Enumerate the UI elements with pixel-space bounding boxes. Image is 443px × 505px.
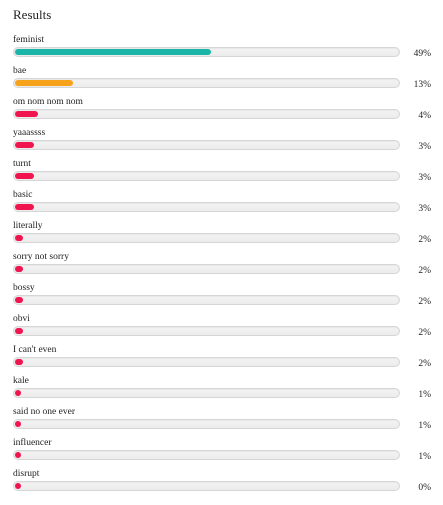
result-label: kale [13, 376, 29, 386]
result-row: kale 1% [13, 375, 433, 406]
result-label: obvi [13, 314, 30, 324]
result-percent: 2% [418, 328, 431, 338]
result-bar-track [13, 171, 400, 181]
result-label: influencer [13, 438, 52, 448]
result-label: yaaassss [13, 128, 46, 138]
result-percent: 0% [418, 483, 431, 493]
result-label: sorry not sorry [13, 252, 69, 262]
result-percent: 1% [418, 390, 431, 400]
result-bar-track [13, 388, 400, 398]
result-row: obvi 2% [13, 313, 433, 344]
result-percent: 2% [418, 235, 431, 245]
result-label: feminist [13, 35, 45, 45]
result-bar-fill [15, 328, 23, 334]
result-bar-track [13, 419, 400, 429]
result-percent: 2% [418, 297, 431, 307]
result-bar-fill [15, 80, 73, 86]
result-bar-fill [15, 266, 23, 272]
results-title: Results [13, 7, 52, 22]
result-row: I can't even 2% [13, 344, 433, 375]
result-row: bae 13% [13, 65, 433, 96]
result-label: turnt [13, 159, 31, 169]
result-bar-track [13, 264, 400, 274]
result-bar-fill [15, 142, 34, 148]
result-bar-fill [15, 452, 21, 458]
result-percent: 3% [418, 204, 431, 214]
result-bar-fill [15, 297, 23, 303]
result-bar-track [13, 109, 400, 119]
results-list: feminist 49% bae 13% om nom nom nom 4% yaaasss… [13, 34, 433, 499]
result-percent: 2% [418, 359, 431, 369]
result-percent: 3% [418, 142, 431, 152]
result-bar-fill [15, 235, 23, 241]
result-label: om nom nom nom [13, 97, 83, 107]
result-label: basic [13, 190, 33, 200]
result-bar-track [13, 450, 400, 460]
result-row: said no one ever 1% [13, 406, 433, 437]
result-row: bossy 2% [13, 282, 433, 313]
result-label: said no one ever [13, 407, 75, 417]
result-bar-track [13, 78, 400, 88]
result-label: literally [13, 221, 43, 231]
result-row: feminist 49% [13, 34, 433, 65]
result-percent: 1% [418, 421, 431, 431]
result-bar-fill [15, 204, 34, 210]
result-label: bae [13, 66, 27, 76]
result-label: disrupt [13, 469, 40, 479]
result-percent: 49% [413, 49, 431, 59]
result-bar-track [13, 326, 400, 336]
result-row: influencer 1% [13, 437, 433, 468]
result-bar-track [13, 481, 400, 491]
result-label: bossy [13, 283, 35, 293]
result-row: sorry not sorry 2% [13, 251, 433, 282]
result-bar-fill [15, 359, 23, 365]
result-row: basic 3% [13, 189, 433, 220]
result-bar-fill [15, 390, 21, 396]
result-bar-track [13, 295, 400, 305]
result-row: turnt 3% [13, 158, 433, 189]
result-percent: 2% [418, 266, 431, 276]
result-percent: 4% [418, 111, 431, 121]
result-bar-fill [15, 49, 211, 55]
result-percent: 3% [418, 173, 431, 183]
result-row: disrupt 0% [13, 468, 433, 499]
result-bar-track [13, 140, 400, 150]
result-bar-track [13, 47, 400, 57]
result-percent: 1% [418, 452, 431, 462]
result-bar-track [13, 357, 400, 367]
result-row: om nom nom nom 4% [13, 96, 433, 127]
result-label: I can't even [13, 345, 57, 355]
result-bar-fill [15, 111, 38, 117]
result-row: literally 2% [13, 220, 433, 251]
result-bar-fill [15, 173, 34, 179]
result-bar-track [13, 233, 400, 243]
result-bar-track [13, 202, 400, 212]
result-row: yaaassss 3% [13, 127, 433, 158]
result-percent: 13% [413, 80, 431, 90]
result-bar-fill [15, 421, 21, 427]
result-bar-fill [15, 483, 21, 489]
